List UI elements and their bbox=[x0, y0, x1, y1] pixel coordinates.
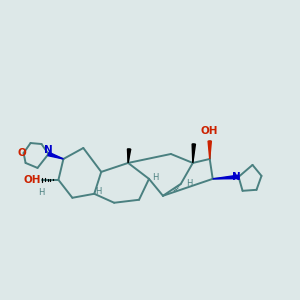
Text: OH: OH bbox=[201, 126, 218, 136]
Text: H: H bbox=[38, 188, 44, 197]
Text: OH: OH bbox=[23, 175, 41, 185]
Text: N: N bbox=[44, 146, 53, 155]
Polygon shape bbox=[213, 175, 239, 179]
Text: O: O bbox=[18, 148, 26, 158]
Text: H: H bbox=[152, 173, 158, 182]
Text: N: N bbox=[232, 172, 241, 182]
Text: H: H bbox=[95, 187, 101, 196]
Polygon shape bbox=[192, 144, 195, 163]
Text: H: H bbox=[186, 179, 192, 188]
Polygon shape bbox=[128, 149, 131, 163]
Polygon shape bbox=[48, 152, 63, 159]
Polygon shape bbox=[208, 141, 212, 159]
